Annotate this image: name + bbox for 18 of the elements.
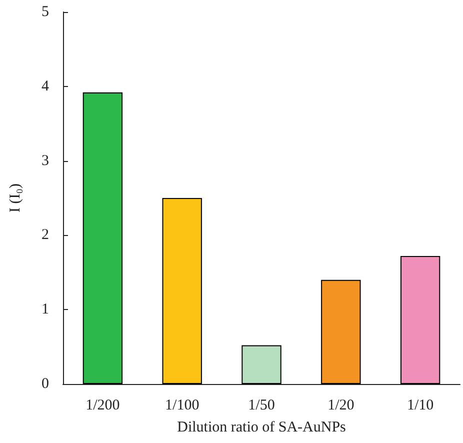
y-axis-title: I (I₀)	[8, 184, 24, 212]
y-tick-label: 5	[42, 4, 49, 20]
y-tick-label: 4	[42, 78, 50, 94]
y-tick-label: 0	[42, 376, 49, 392]
x-tick-label: 1/50	[248, 398, 275, 414]
bar	[82, 92, 123, 384]
bar	[242, 345, 282, 384]
x-tick-label: 1/20	[328, 398, 354, 414]
bar	[321, 280, 361, 384]
y-tick-label: 1	[42, 302, 49, 318]
y-tick-label: 2	[42, 227, 49, 244]
x-tick-label: 1/200	[86, 398, 120, 414]
x-tick-label: 1/10	[406, 398, 434, 414]
y-tick-label: 3	[42, 152, 49, 169]
bar	[400, 256, 440, 384]
x-tick-label: 1/100	[165, 398, 200, 414]
bar	[162, 198, 202, 384]
x-axis-title: Dilution ratio of SA-AuNPs	[177, 420, 346, 436]
